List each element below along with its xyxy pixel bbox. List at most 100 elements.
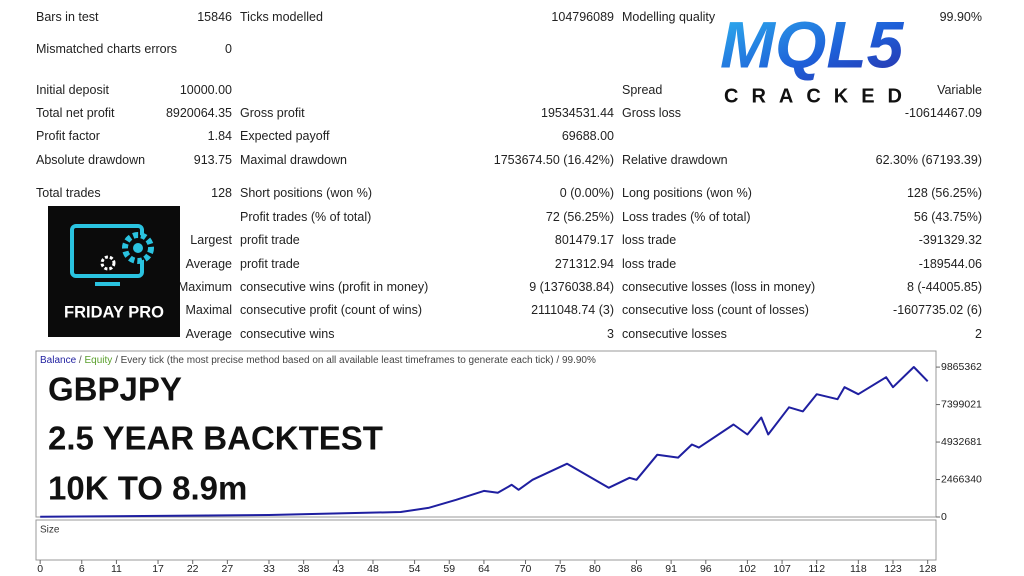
stat-label: Loss trades (% of total) (622, 209, 751, 224)
x-tick-label: 96 (700, 563, 712, 575)
stat-label: Profit trades (% of total) (240, 209, 372, 224)
legend-balance: Balance (40, 355, 77, 366)
stat-label: loss trade (622, 256, 677, 271)
x-tick-label: 17 (152, 563, 164, 575)
stat-value: 8920064.35 (165, 105, 232, 120)
stat-value: 15846 (197, 9, 232, 24)
x-tick-label: 112 (808, 563, 825, 575)
stat-label: profit trade (240, 256, 300, 271)
legend-subtitle: Every tick (the most precise method base… (121, 355, 554, 366)
stat-value: 128 (211, 185, 232, 200)
x-tick-label: 22 (187, 563, 199, 575)
stat-value: 3 (607, 326, 614, 341)
stat-label: consecutive profit (count of wins) (240, 302, 423, 317)
x-tick-label: 54 (409, 563, 421, 575)
y-tick-label: 4932681 (941, 436, 982, 448)
stat-label: consecutive losses (loss in money) (622, 279, 816, 294)
x-tick-label: 91 (665, 563, 677, 575)
x-tick-label: 70 (520, 563, 532, 575)
stat-value: -1607735.02 (6) (893, 302, 982, 317)
y-tick-label: 2466340 (941, 473, 982, 485)
overlay-text: GBPJPY 2.5 YEAR BACKTEST 10K TO 8.9m (48, 371, 383, 507)
stat-value: 99.90% (939, 9, 982, 24)
y-tick-label: 9865362 (941, 361, 982, 373)
stat-value: 1.84 (207, 128, 232, 143)
stat-label: consecutive wins (240, 326, 335, 341)
logo-gear-hub (133, 243, 143, 253)
stat-label: Profit factor (36, 128, 100, 143)
overlay-line: 10K TO 8.9m (48, 470, 247, 507)
stat-value: 2111048.74 (3) (531, 302, 614, 317)
x-tick-label: 27 (222, 563, 234, 575)
x-tick-label: 64 (478, 563, 490, 575)
stat-prefix: Largest (190, 232, 232, 247)
stat-label: Short positions (won %) (240, 185, 373, 200)
chart-frame (35, 350, 937, 518)
overlay-line: GBPJPY (48, 371, 182, 408)
stat-value: -10614467.09 (904, 105, 982, 120)
stat-label: loss trade (622, 232, 677, 247)
stat-label: Modelling quality (622, 9, 716, 24)
stat-label: Relative drawdown (622, 152, 728, 167)
stat-value: Variable (937, 82, 982, 97)
size-frame (35, 519, 937, 561)
x-tick-label: 80 (589, 563, 601, 575)
stat-label: Long positions (won %) (622, 185, 752, 200)
stat-value: 10000.00 (179, 82, 232, 97)
stat-value: 56 (43.75%) (913, 209, 982, 224)
stat-prefix: Average (185, 326, 232, 341)
stat-label: Ticks modelled (240, 9, 323, 24)
x-tick-label: 102 (739, 563, 757, 575)
stat-label: Expected payoff (240, 128, 330, 143)
legend-sep: / (79, 355, 82, 366)
stat-label: Mismatched charts errors (36, 41, 178, 56)
stat-prefix: Maximal (185, 302, 232, 317)
x-tick-label: 75 (554, 563, 566, 575)
stat-value: 128 (56.25%) (906, 185, 982, 200)
stat-label: Spread (622, 82, 663, 97)
stat-prefix: Maximum (177, 279, 232, 294)
x-tick-label: 33 (263, 563, 275, 575)
stat-value: -189544.06 (918, 256, 982, 271)
balance-chart: Balance / Equity / Every tick (the most … (35, 350, 982, 575)
x-tick-label: 123 (884, 563, 902, 575)
stat-label: consecutive losses (622, 326, 727, 341)
stat-label: Gross loss (622, 105, 682, 120)
cracked-text: CRACKED (724, 85, 915, 107)
stat-value: 0 (225, 41, 232, 56)
legend-sep: / (556, 355, 559, 366)
stat-prefix: Average (185, 256, 232, 271)
overlay-line: 2.5 YEAR BACKTEST (48, 420, 383, 457)
x-tick-label: 118 (850, 563, 867, 575)
mql5-logo: MQL5 CRACKED (720, 7, 915, 107)
legend-quality: 99.90% (562, 355, 596, 366)
y-tick-label: 7399021 (941, 398, 982, 410)
stat-value: 19534531.44 (541, 105, 614, 120)
stat-value: 271312.94 (554, 256, 614, 271)
logo-gear-small (100, 255, 116, 271)
stat-value: 72 (56.25%) (545, 209, 614, 224)
stat-label: Total trades (36, 185, 101, 200)
x-tick-label: 107 (773, 563, 791, 575)
stat-label: Initial deposit (36, 82, 109, 97)
stat-label: consecutive wins (profit in money) (240, 279, 429, 294)
x-tick-label: 48 (367, 563, 379, 575)
stat-label: consecutive loss (count of losses) (622, 302, 809, 317)
stat-value: 2 (975, 326, 982, 341)
x-tick-label: 11 (111, 563, 122, 575)
mql5-text: MQL5 (720, 7, 905, 81)
chart-legend: Balance / Equity / Every tick (the most … (40, 355, 596, 366)
x-tick-label: 6 (79, 563, 85, 575)
x-tick-label: 0 (37, 563, 43, 575)
stat-label: Maximal drawdown (240, 152, 347, 167)
x-tick-label: 86 (631, 563, 643, 575)
x-tick-label: 59 (443, 563, 455, 575)
balance-line (40, 366, 929, 518)
stat-value: 9 (1376038.84) (529, 279, 614, 294)
stat-value: 913.75 (193, 152, 232, 167)
stat-value: 62.30% (67193.39) (875, 152, 982, 167)
stat-value: 69688.00 (561, 128, 614, 143)
stat-value: 8 (-44005.85) (906, 279, 982, 294)
stat-label: profit trade (240, 232, 300, 247)
